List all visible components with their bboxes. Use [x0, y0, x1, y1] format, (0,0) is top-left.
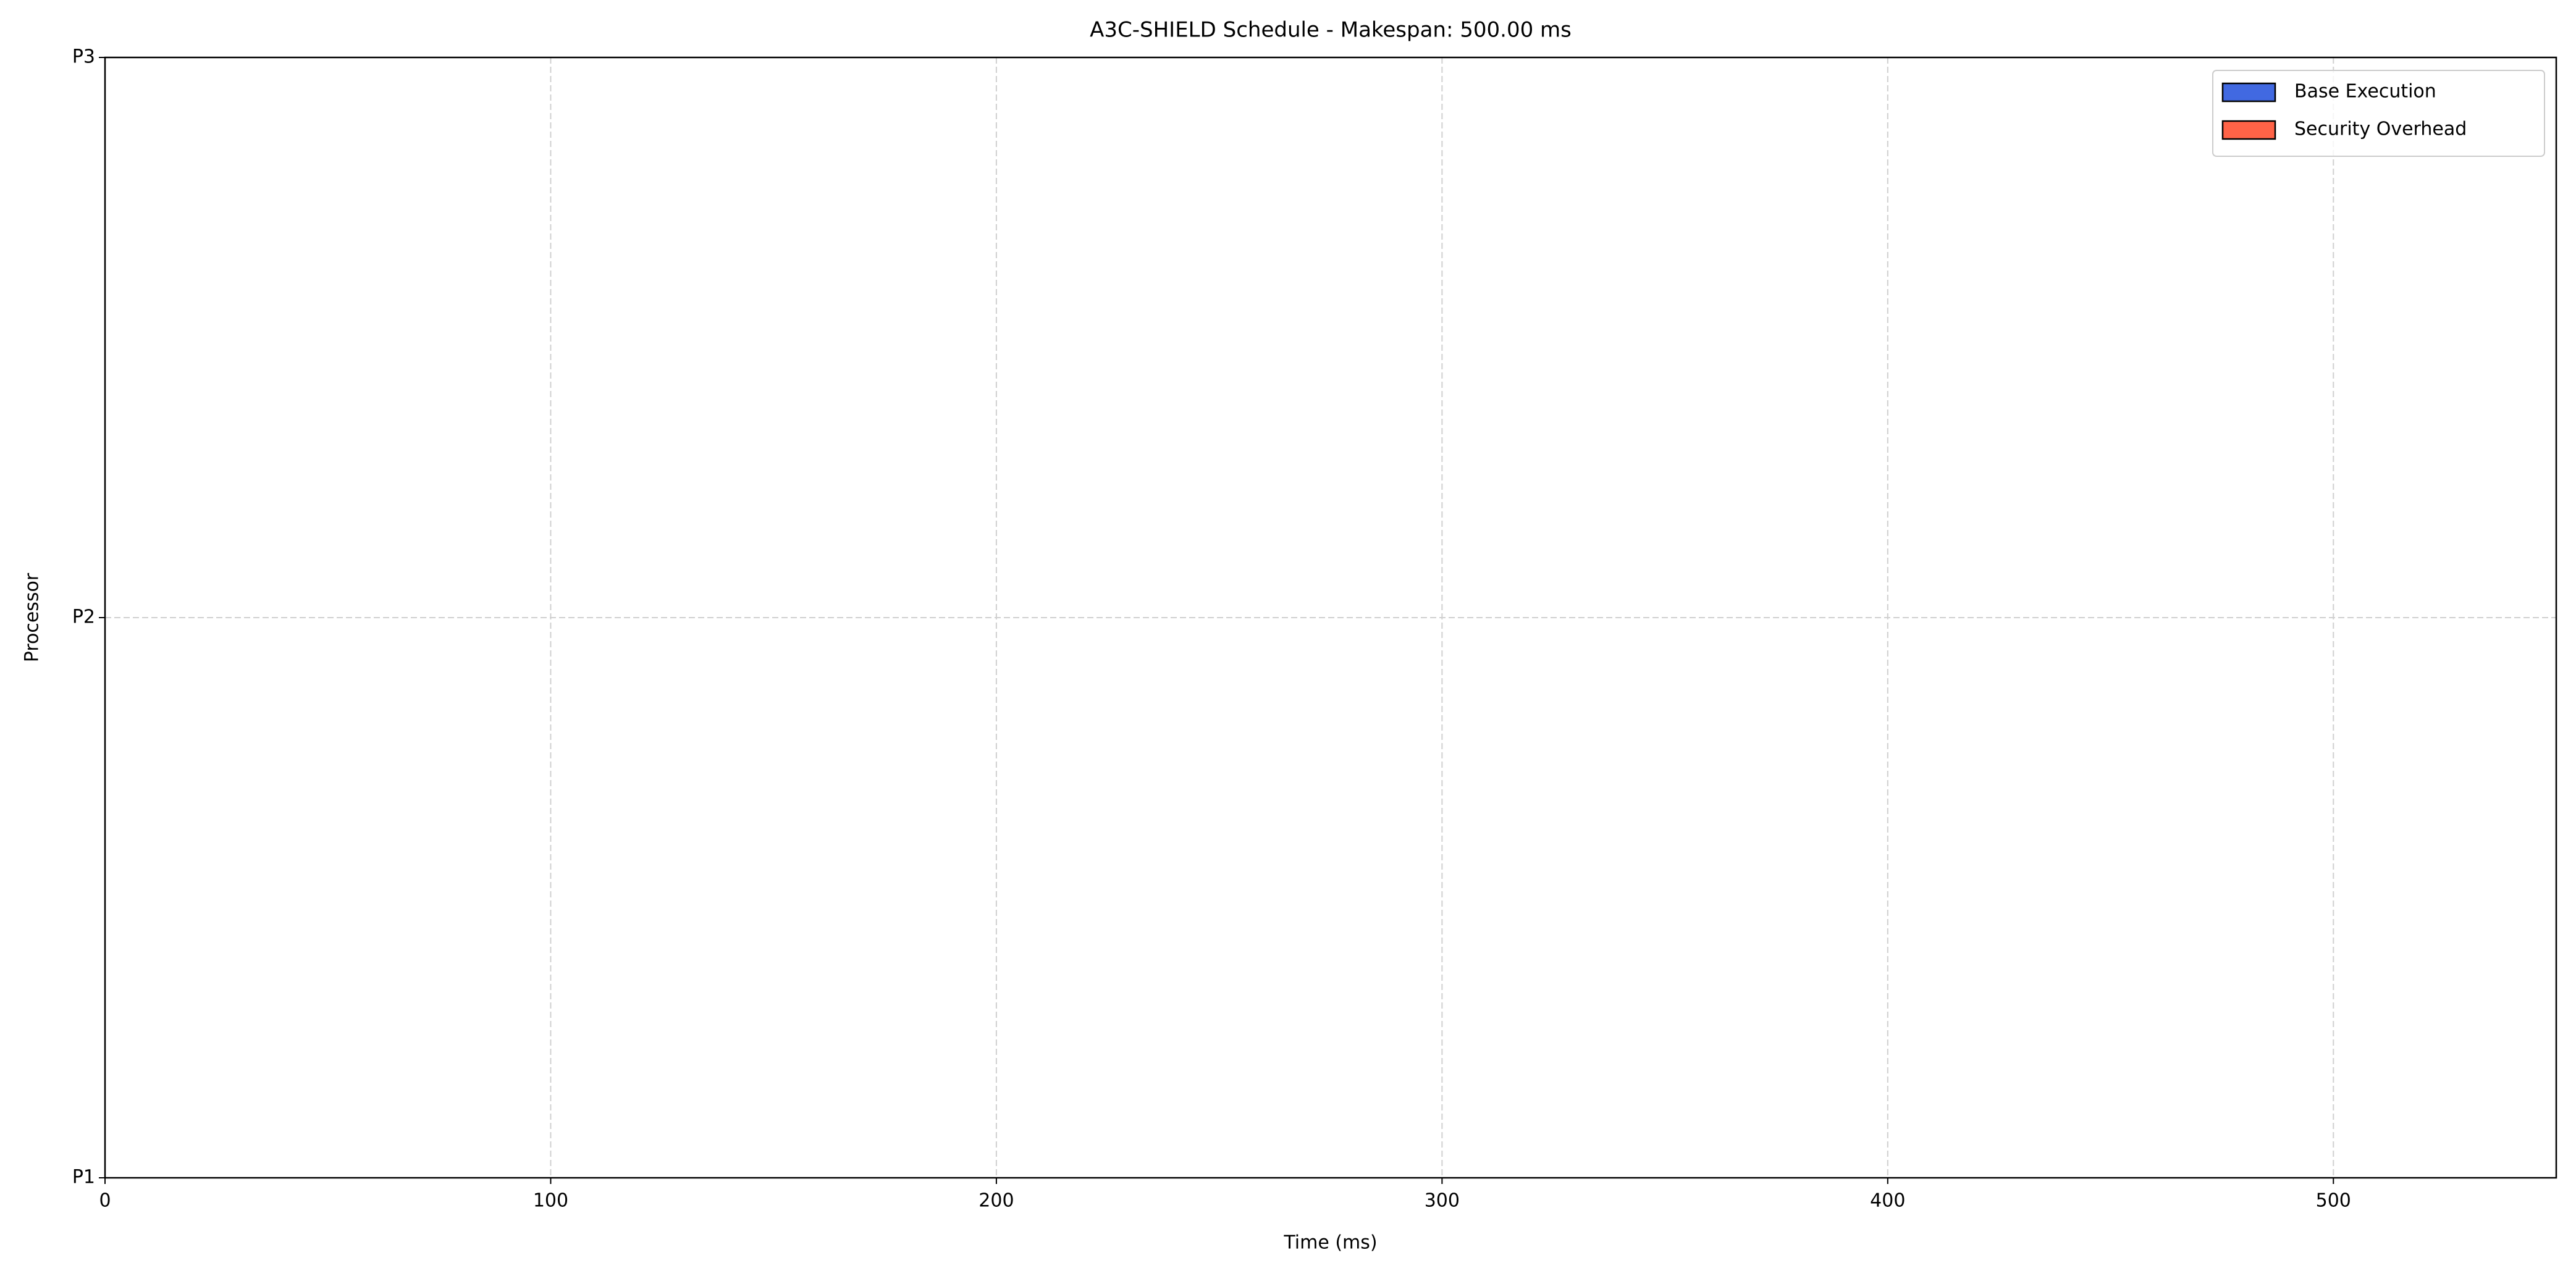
- x-tick-label: 200: [979, 1190, 1014, 1212]
- x-tick-label: 300: [1425, 1190, 1460, 1212]
- y-tick-label: P1: [72, 1167, 95, 1188]
- plot-frame: [104, 56, 2557, 1179]
- x-tick-label: 500: [2316, 1190, 2351, 1212]
- legend-swatch: [2221, 120, 2276, 140]
- x-tick-label: 400: [1870, 1190, 1905, 1212]
- x-tick-label: 0: [99, 1190, 111, 1212]
- legend-box: [2212, 70, 2545, 157]
- x-tick-label: 100: [533, 1190, 568, 1212]
- y-tick-label: P3: [72, 46, 95, 68]
- legend-label: Base Execution: [2294, 81, 2436, 103]
- y-axis-label: Processor: [22, 573, 43, 662]
- y-tick-label: P2: [72, 607, 95, 628]
- chart-title: A3C-SHIELD Schedule - Makespan: 500.00 m…: [1090, 18, 1572, 43]
- legend-swatch: [2221, 82, 2276, 103]
- x-axis-label: Time (ms): [1283, 1232, 1377, 1254]
- legend-label: Security Overhead: [2294, 119, 2467, 140]
